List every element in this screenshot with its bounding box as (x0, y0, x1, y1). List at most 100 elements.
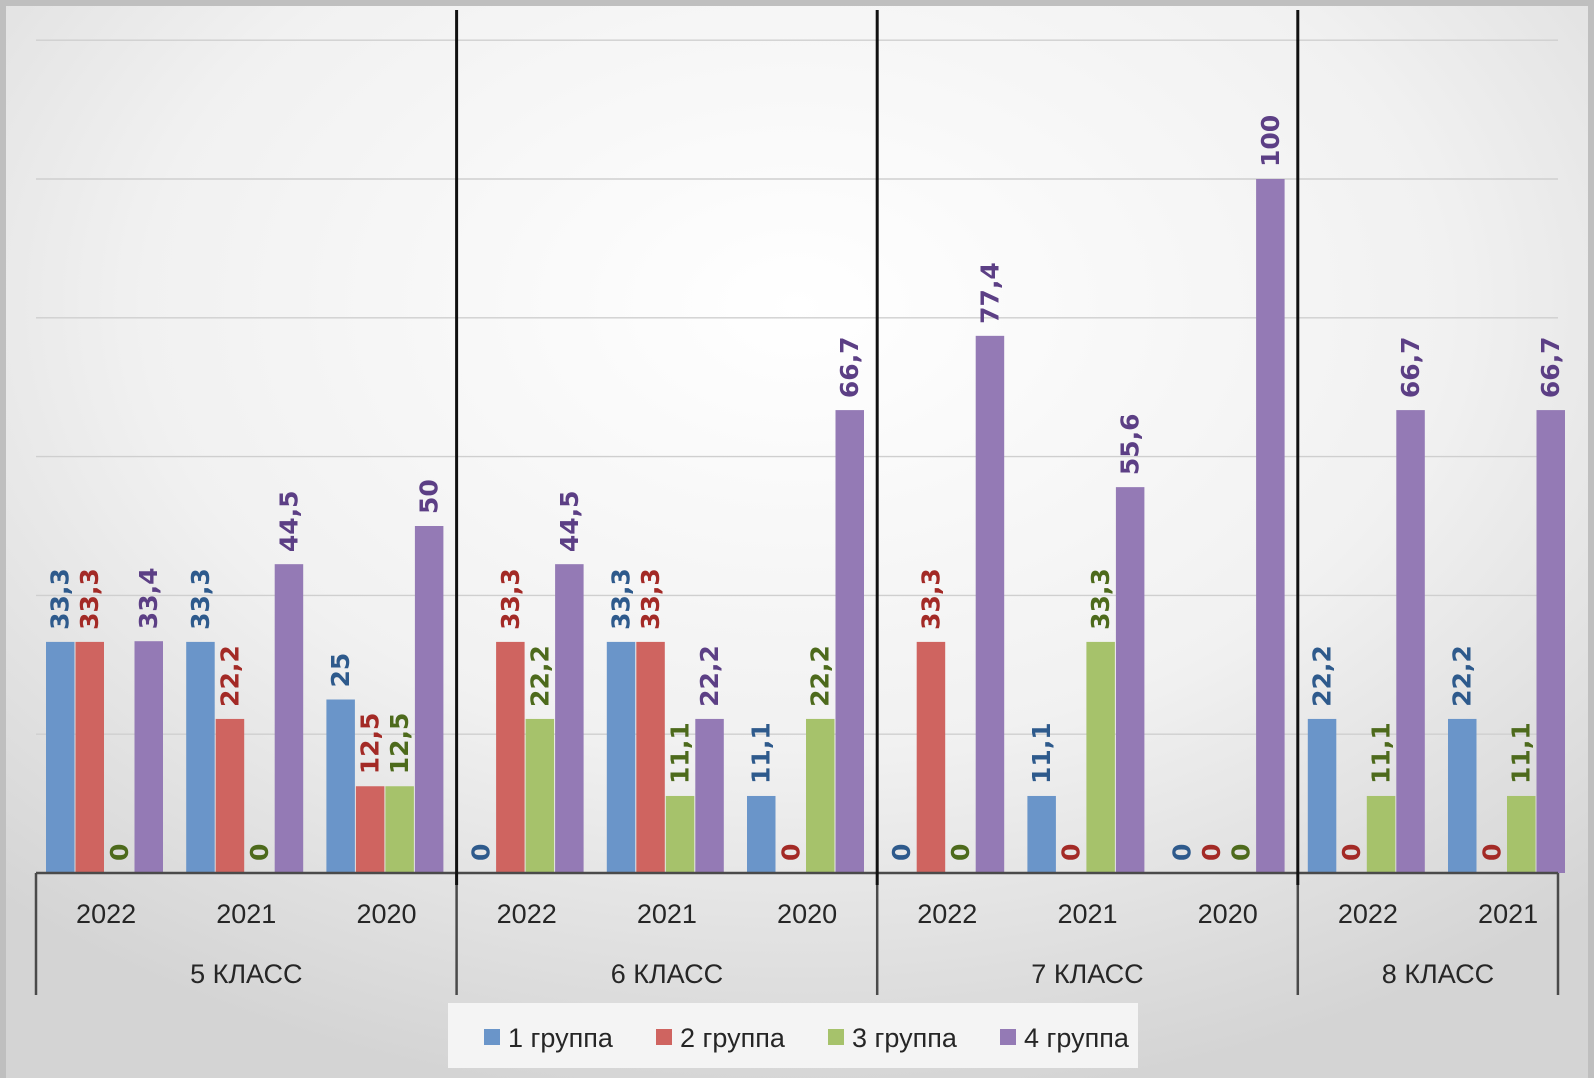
bar (385, 786, 414, 873)
group-label: 5 КЛАСС (190, 959, 302, 989)
bar (747, 795, 776, 873)
bar (134, 641, 163, 873)
legend-label: 2 группа (680, 1023, 786, 1053)
x-tick-label: 2022 (917, 899, 977, 929)
legend-label: 1 группа (508, 1023, 614, 1053)
bar (636, 641, 665, 873)
legend-swatch (828, 1029, 844, 1045)
group-label: 6 КЛАСС (611, 959, 723, 989)
data-label: 0 (1226, 844, 1255, 861)
x-tick-label: 2021 (1478, 899, 1538, 929)
data-label: 25 (326, 653, 355, 688)
data-label: 33,3 (1086, 568, 1115, 630)
group-label: 7 КЛАСС (1031, 959, 1143, 989)
data-label: 0 (245, 844, 274, 861)
bar (215, 718, 245, 873)
data-label: 0 (1057, 844, 1086, 861)
data-label: 33,3 (636, 568, 665, 630)
bars (46, 179, 1565, 873)
data-label: 22,2 (1308, 645, 1337, 707)
bar (496, 641, 525, 873)
bar (355, 786, 385, 873)
data-label: 11,1 (1507, 722, 1536, 784)
x-tick-label: 2021 (1057, 899, 1117, 929)
bar (1536, 410, 1565, 873)
bar (695, 718, 724, 873)
data-label: 22,2 (806, 645, 835, 707)
data-label: 22,2 (695, 645, 724, 707)
data-label: 100 (1256, 115, 1285, 167)
bar (186, 641, 215, 873)
data-label: 11,1 (1367, 722, 1396, 784)
x-tick-label: 2022 (1338, 899, 1398, 929)
data-label: 0 (776, 844, 805, 861)
data-label: 33,3 (496, 568, 525, 630)
bar (46, 641, 75, 873)
bar (1115, 487, 1145, 873)
data-label: 33,3 (46, 568, 75, 630)
data-label: 33,3 (916, 568, 945, 630)
group-label: 8 КЛАСС (1382, 959, 1494, 989)
legend-swatch (656, 1029, 672, 1045)
data-label: 0 (105, 844, 134, 861)
x-tick-label: 2022 (497, 899, 557, 929)
data-label: 55,6 (1116, 413, 1145, 475)
chart-background (6, 6, 1588, 1078)
data-label: 66,7 (1536, 336, 1565, 398)
data-label: 66,7 (835, 336, 864, 398)
data-label: 66,7 (1396, 336, 1425, 398)
bar (975, 335, 1005, 873)
data-label: 0 (1167, 844, 1196, 861)
bar (326, 699, 355, 873)
data-label: 11,1 (1027, 722, 1056, 784)
data-label: 33,3 (75, 568, 104, 630)
data-label: 33,4 (134, 568, 163, 630)
bar (274, 564, 304, 873)
data-label: 33,3 (607, 568, 636, 630)
data-label: 0 (1337, 844, 1366, 861)
data-label: 50 (415, 479, 444, 514)
bar (75, 641, 104, 873)
bar (835, 410, 864, 873)
data-label: 44,5 (274, 490, 303, 552)
data-label: 11,1 (747, 722, 776, 784)
legend-swatch (1000, 1029, 1016, 1045)
legend-swatch (484, 1029, 500, 1045)
data-label: 0 (1197, 844, 1226, 861)
bar (1307, 718, 1337, 873)
data-label: 12,5 (356, 713, 385, 775)
bar (555, 564, 584, 873)
bar (665, 795, 695, 873)
data-label: 0 (466, 844, 495, 861)
data-label: 22,2 (525, 645, 554, 707)
x-axis: 2022 2021 2020 5 КЛАСС 2022 2021 2020 6 КЛАСС 20… (34, 10, 1560, 995)
legend: 1 группа 2 группа 3 группа 4 группа (448, 1003, 1138, 1068)
data-label: 33,3 (186, 568, 215, 630)
data-label: 11,1 (666, 722, 695, 784)
bar (1366, 795, 1396, 873)
bar (1086, 641, 1115, 873)
legend-box (448, 1003, 1138, 1068)
x-tick-label: 2020 (356, 899, 416, 929)
bar (916, 641, 946, 873)
data-label: 0 (946, 844, 975, 861)
x-tick-label: 2021 (216, 899, 276, 929)
data-label: 77,4 (975, 262, 1004, 324)
data-label: 0 (887, 844, 916, 861)
bar (1507, 795, 1536, 873)
bar (1027, 795, 1056, 873)
bar (606, 641, 636, 873)
bar (1396, 410, 1425, 873)
legend-label: 3 группа (852, 1023, 958, 1053)
bar (1256, 179, 1285, 873)
data-label: 0 (1477, 844, 1506, 861)
data-label: 22,2 (1448, 645, 1477, 707)
bar (414, 526, 444, 873)
data-label: 44,5 (555, 490, 584, 552)
data-label: 12,5 (385, 713, 414, 775)
x-tick-label: 2022 (76, 899, 136, 929)
bar (1448, 718, 1477, 873)
